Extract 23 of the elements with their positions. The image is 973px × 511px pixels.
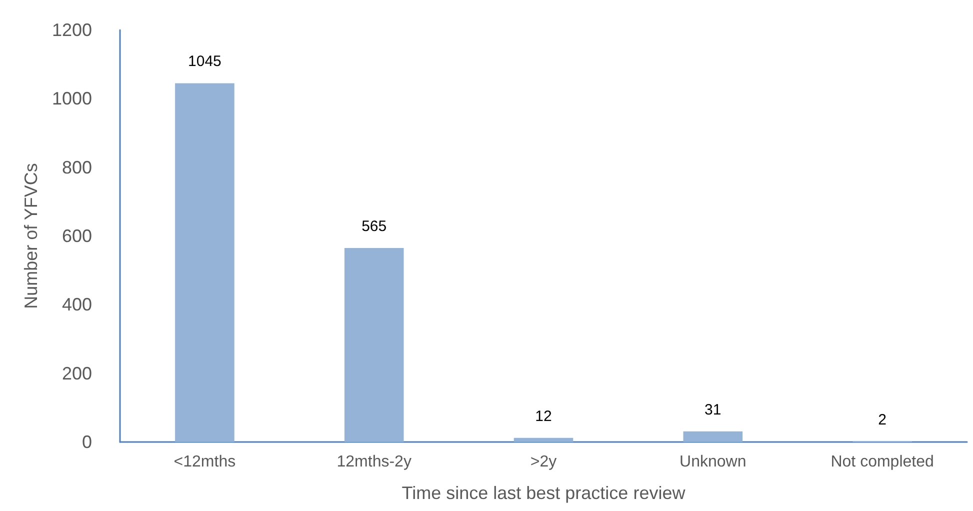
y-tick-label: 400 <box>62 294 92 315</box>
data-label: 565 <box>362 218 387 236</box>
data-label: 1045 <box>188 53 222 70</box>
x-axis-title: Time since last best practice review <box>402 483 686 503</box>
y-tick-label: 600 <box>62 226 92 246</box>
bar <box>344 248 404 442</box>
x-tick-label: >2y <box>530 454 557 470</box>
y-tick-label: 800 <box>62 157 92 178</box>
x-tick-label: Not completed <box>830 454 934 470</box>
x-tick-label: 12mths-2y <box>336 454 412 470</box>
bar <box>514 438 574 442</box>
y-tick-label: 1200 <box>52 20 92 40</box>
x-tick-label: <12mths <box>174 454 236 470</box>
y-tick-label: 200 <box>62 363 92 384</box>
data-label: 12 <box>535 408 552 425</box>
y-tick-label: 1000 <box>52 88 92 109</box>
data-label: 2 <box>878 411 886 428</box>
y-tick-label: 0 <box>82 432 92 452</box>
x-tick-label: Unknown <box>680 454 746 470</box>
bar <box>683 431 743 442</box>
bar <box>175 83 234 442</box>
y-axis-title: Number of YFVCs <box>21 163 41 309</box>
data-label: 31 <box>704 401 722 418</box>
